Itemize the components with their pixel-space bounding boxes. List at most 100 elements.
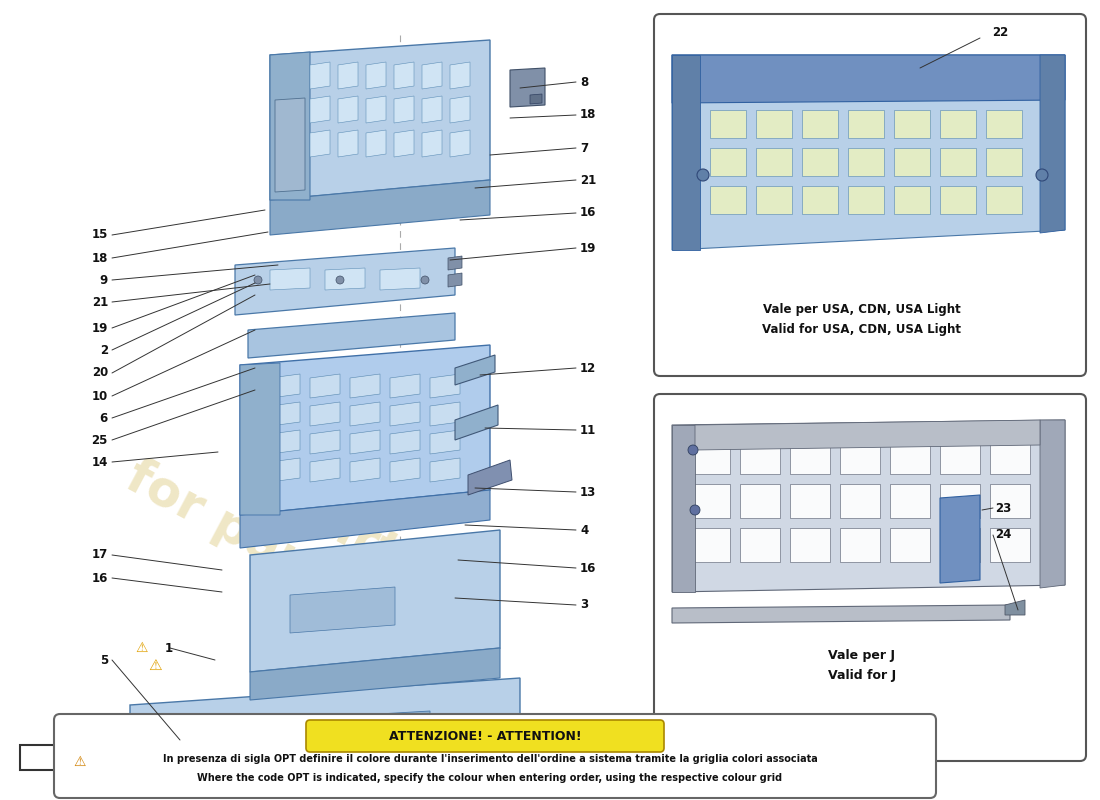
Polygon shape	[710, 148, 746, 176]
Polygon shape	[270, 268, 310, 290]
Polygon shape	[270, 40, 490, 200]
Polygon shape	[394, 96, 414, 123]
Polygon shape	[986, 110, 1022, 138]
Polygon shape	[270, 180, 490, 235]
Polygon shape	[422, 96, 442, 123]
Polygon shape	[940, 186, 976, 214]
Polygon shape	[740, 484, 780, 518]
Text: 15: 15	[91, 229, 108, 242]
Polygon shape	[940, 495, 980, 583]
Polygon shape	[422, 62, 442, 89]
Circle shape	[336, 276, 344, 284]
Text: 21: 21	[91, 295, 108, 309]
Polygon shape	[1005, 600, 1025, 615]
Polygon shape	[672, 55, 1065, 250]
Polygon shape	[756, 186, 792, 214]
Polygon shape	[802, 186, 838, 214]
Polygon shape	[448, 273, 462, 287]
Polygon shape	[790, 528, 830, 562]
Polygon shape	[390, 374, 420, 398]
Polygon shape	[394, 62, 414, 89]
Circle shape	[697, 169, 710, 181]
Circle shape	[421, 276, 429, 284]
Text: 3: 3	[580, 598, 588, 611]
Text: 18: 18	[580, 109, 596, 122]
Polygon shape	[848, 186, 884, 214]
Polygon shape	[672, 55, 700, 250]
Polygon shape	[350, 374, 380, 398]
FancyBboxPatch shape	[654, 14, 1086, 376]
Polygon shape	[390, 430, 420, 454]
Polygon shape	[672, 425, 695, 592]
Polygon shape	[890, 528, 930, 562]
Text: a part
for parts.com: a part for parts.com	[118, 406, 502, 674]
Polygon shape	[140, 718, 200, 757]
Polygon shape	[310, 430, 340, 454]
Text: 24: 24	[996, 529, 1011, 542]
Polygon shape	[530, 94, 542, 104]
Polygon shape	[338, 96, 358, 123]
Polygon shape	[366, 130, 386, 157]
Polygon shape	[695, 420, 1040, 450]
Polygon shape	[450, 130, 470, 157]
Polygon shape	[240, 490, 490, 548]
Text: 10: 10	[91, 390, 108, 402]
Polygon shape	[690, 528, 730, 562]
Polygon shape	[350, 458, 380, 482]
Polygon shape	[840, 440, 880, 474]
Text: ⚠: ⚠	[135, 641, 149, 655]
Text: 2: 2	[100, 343, 108, 357]
Polygon shape	[848, 148, 884, 176]
Polygon shape	[455, 405, 498, 440]
Circle shape	[1036, 169, 1048, 181]
Text: 1: 1	[165, 642, 173, 654]
Polygon shape	[270, 402, 300, 426]
Text: 22: 22	[992, 26, 1008, 38]
Polygon shape	[710, 110, 746, 138]
Polygon shape	[350, 430, 380, 454]
Circle shape	[688, 445, 698, 455]
Text: 5: 5	[100, 654, 108, 666]
Circle shape	[254, 276, 262, 284]
Polygon shape	[240, 345, 490, 515]
Polygon shape	[940, 440, 980, 474]
Polygon shape	[310, 96, 330, 123]
Text: ⚠: ⚠	[148, 658, 162, 673]
Polygon shape	[20, 720, 115, 795]
Polygon shape	[450, 96, 470, 123]
Polygon shape	[275, 98, 305, 192]
Text: 14: 14	[91, 455, 108, 469]
Polygon shape	[848, 110, 884, 138]
Text: ATTENZIONE! - ATTENTION!: ATTENZIONE! - ATTENTION!	[388, 730, 581, 742]
Polygon shape	[510, 68, 544, 107]
Polygon shape	[250, 530, 500, 672]
Text: Vale per USA, CDN, USA Light: Vale per USA, CDN, USA Light	[763, 303, 961, 317]
Polygon shape	[270, 458, 300, 482]
Polygon shape	[324, 268, 365, 290]
Polygon shape	[379, 268, 420, 290]
Polygon shape	[986, 186, 1022, 214]
Polygon shape	[390, 458, 420, 482]
Polygon shape	[1040, 55, 1065, 233]
Polygon shape	[450, 62, 470, 89]
Polygon shape	[710, 186, 746, 214]
Polygon shape	[672, 55, 1065, 103]
Polygon shape	[840, 484, 880, 518]
Polygon shape	[130, 678, 520, 785]
Polygon shape	[270, 374, 300, 398]
Text: 23: 23	[996, 502, 1011, 514]
Polygon shape	[690, 484, 730, 518]
Polygon shape	[394, 130, 414, 157]
Polygon shape	[430, 402, 460, 426]
Polygon shape	[690, 440, 730, 474]
Circle shape	[311, 718, 319, 726]
Text: 9: 9	[100, 274, 108, 286]
Text: 16: 16	[580, 562, 596, 574]
Polygon shape	[756, 110, 792, 138]
Polygon shape	[940, 528, 980, 562]
Polygon shape	[894, 110, 930, 138]
Polygon shape	[672, 420, 1065, 592]
Text: 11: 11	[580, 423, 596, 437]
Polygon shape	[338, 130, 358, 157]
Polygon shape	[756, 148, 792, 176]
